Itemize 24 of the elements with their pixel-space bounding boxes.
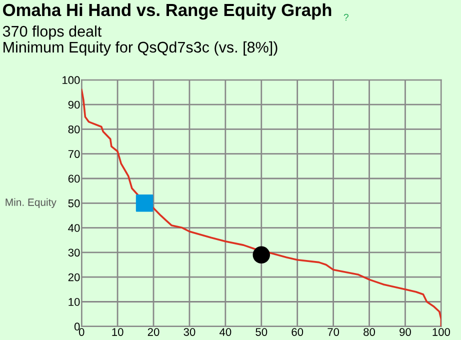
y-tick-label: 30 [68, 248, 80, 257]
x-tick-label: 60 [292, 328, 304, 336]
text: ? [344, 14, 348, 21]
y-tick-label: 100 [62, 76, 80, 84]
x-tick-label: 10 [112, 328, 124, 336]
y-tick-label: 80 [68, 125, 80, 134]
y-tick-label: 70 [68, 150, 80, 158]
x-tick-label: 100 [432, 328, 450, 336]
y-tick-label: 50 [68, 199, 80, 208]
y-tick-label: 40 [68, 224, 80, 232]
x-tick-label: 20 [148, 328, 160, 336]
x-tick-label: 90 [400, 328, 411, 336]
y-tick-label: 10 [68, 298, 80, 306]
chart-subtitle: 370 flops dealt Minimum Equity for QsQd7s3c (vs. [8%]) [2, 26, 278, 56]
x-tick-label: 70 [328, 328, 340, 336]
y-axis-title: Min. Equity [6, 198, 56, 208]
y-tick-label: 20 [68, 273, 80, 282]
x-tick-label: 40 [220, 328, 232, 336]
x-tick-label: 50 [256, 328, 268, 336]
x-tick-label: 30 [184, 328, 196, 336]
x-tick-label: 80 [364, 328, 376, 336]
chart-title: Omaha Hi Hand vs. Range Equity Graph [3, 3, 332, 20]
y-tick-label: 90 [68, 100, 80, 109]
y-tick-label: 60 [68, 174, 80, 183]
